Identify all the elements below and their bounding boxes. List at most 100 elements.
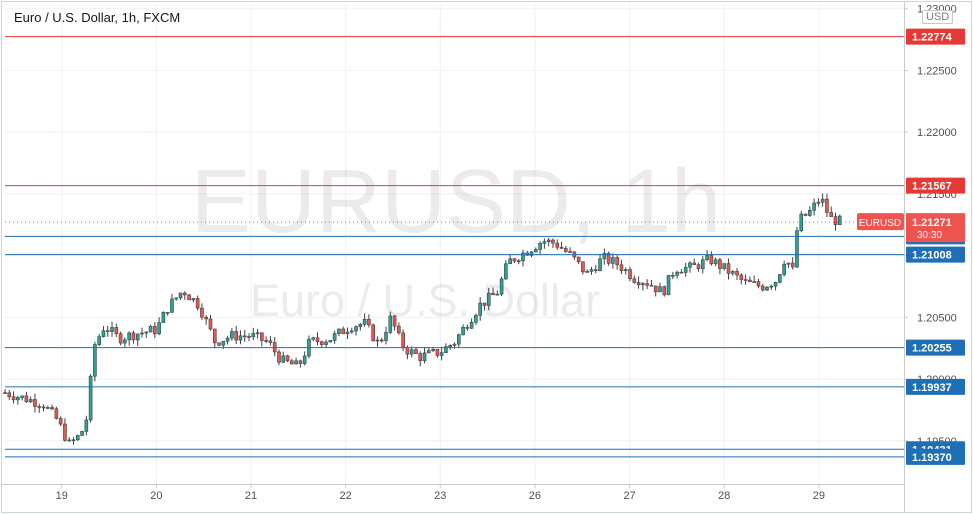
candle-down[interactable] — [397, 325, 401, 334]
candle-down[interactable] — [371, 324, 375, 342]
candle-up[interactable] — [294, 360, 298, 365]
candle-up[interactable] — [358, 324, 363, 328]
candle-down[interactable] — [551, 239, 555, 244]
candle-up[interactable] — [602, 253, 607, 260]
candle-down[interactable] — [555, 242, 560, 248]
candle-up[interactable] — [345, 331, 350, 335]
candle-down[interactable] — [726, 263, 731, 274]
candle-down[interactable] — [183, 292, 187, 296]
candle-up[interactable] — [384, 332, 388, 341]
candle-up[interactable] — [251, 333, 256, 338]
candle-down[interactable] — [696, 264, 701, 269]
candle-down[interactable] — [829, 212, 834, 217]
candle-down[interactable] — [709, 255, 714, 265]
candle-up[interactable] — [93, 344, 97, 377]
candle-down[interactable] — [114, 327, 119, 334]
candle-up[interactable] — [671, 275, 675, 277]
candle-up[interactable] — [521, 252, 525, 262]
candle-up[interactable] — [135, 333, 140, 341]
candle-up[interactable] — [388, 315, 393, 333]
candle-up[interactable] — [439, 352, 444, 356]
candle-down[interactable] — [268, 340, 273, 343]
candle-up[interactable] — [174, 297, 179, 300]
candle-down[interactable] — [63, 423, 67, 441]
candle-down[interactable] — [564, 248, 568, 252]
candle-up[interactable] — [478, 302, 482, 316]
candle-up[interactable] — [641, 283, 645, 286]
candle-down[interactable] — [319, 341, 324, 345]
candle-up[interactable] — [20, 395, 24, 398]
candle-down[interactable] — [803, 213, 808, 216]
candle-up[interactable] — [170, 298, 174, 313]
currency-badge[interactable]: USD — [922, 10, 954, 24]
candle-down[interactable] — [649, 284, 654, 287]
candle-up[interactable] — [144, 331, 149, 334]
candle-up[interactable] — [508, 258, 512, 265]
candle-up[interactable] — [324, 341, 328, 345]
candle-up[interactable] — [837, 215, 842, 225]
candle-down[interactable] — [756, 281, 761, 287]
candle-down[interactable] — [679, 271, 684, 274]
candle-up[interactable] — [769, 285, 774, 288]
candle-up[interactable] — [452, 343, 457, 346]
candle-up[interactable] — [516, 260, 521, 263]
candle-down[interactable] — [559, 246, 564, 249]
candle-down[interactable] — [187, 294, 191, 301]
candle-down[interactable] — [418, 353, 423, 361]
candle-up[interactable] — [157, 322, 161, 335]
candle-up[interactable] — [165, 311, 170, 314]
candle-up[interactable] — [88, 375, 93, 421]
candle-down[interactable] — [3, 392, 7, 394]
candle-down[interactable] — [739, 274, 744, 280]
candle-down[interactable] — [392, 315, 397, 327]
candle-up[interactable] — [84, 419, 89, 432]
candle-up[interactable] — [474, 315, 478, 323]
candle-up[interactable] — [221, 340, 226, 346]
candle-down[interactable] — [628, 269, 632, 280]
candle-down[interactable] — [482, 302, 487, 306]
candle-down[interactable] — [41, 406, 46, 409]
candle-up[interactable] — [499, 278, 504, 295]
candle-down[interactable] — [234, 331, 238, 341]
candle-down[interactable] — [465, 327, 470, 329]
candle-up[interactable] — [110, 327, 114, 332]
candle-down[interactable] — [341, 328, 345, 335]
candle-up[interactable] — [427, 350, 431, 354]
candle-up[interactable] — [795, 230, 799, 268]
candle-up[interactable] — [281, 355, 286, 363]
candle-down[interactable] — [743, 279, 748, 281]
candle-up[interactable] — [362, 318, 367, 325]
candle-up[interactable] — [101, 330, 106, 337]
candle-down[interactable] — [593, 269, 598, 272]
candle-up[interactable] — [495, 293, 500, 296]
candle-down[interactable] — [195, 298, 200, 309]
candle-down[interactable] — [401, 332, 405, 349]
candle-down[interactable] — [264, 340, 268, 342]
candle-up[interactable] — [409, 349, 414, 355]
candle-up[interactable] — [730, 271, 735, 274]
candle-down[interactable] — [24, 395, 29, 403]
candle-up[interactable] — [375, 339, 380, 342]
candle-down[interactable] — [212, 328, 217, 344]
candle-up[interactable] — [504, 263, 508, 280]
candle-up[interactable] — [752, 281, 756, 283]
candle-up[interactable] — [778, 274, 782, 283]
candle-up[interactable] — [444, 346, 448, 353]
candle-down[interactable] — [260, 332, 264, 341]
candle-up[interactable] — [688, 262, 692, 268]
candle-up[interactable] — [349, 330, 354, 333]
candle-up[interactable] — [161, 312, 166, 323]
candle-down[interactable] — [414, 349, 418, 354]
candle-up[interactable] — [589, 269, 594, 272]
candle-up[interactable] — [812, 202, 816, 211]
candle-down[interactable] — [217, 342, 221, 346]
candle-up[interactable] — [611, 257, 615, 264]
candle-up[interactable] — [225, 337, 230, 342]
candle-up[interactable] — [422, 352, 427, 361]
candle-down[interactable] — [653, 285, 658, 293]
candle-down[interactable] — [37, 406, 42, 408]
candle-down[interactable] — [581, 261, 585, 273]
candle-up[interactable] — [816, 201, 821, 204]
